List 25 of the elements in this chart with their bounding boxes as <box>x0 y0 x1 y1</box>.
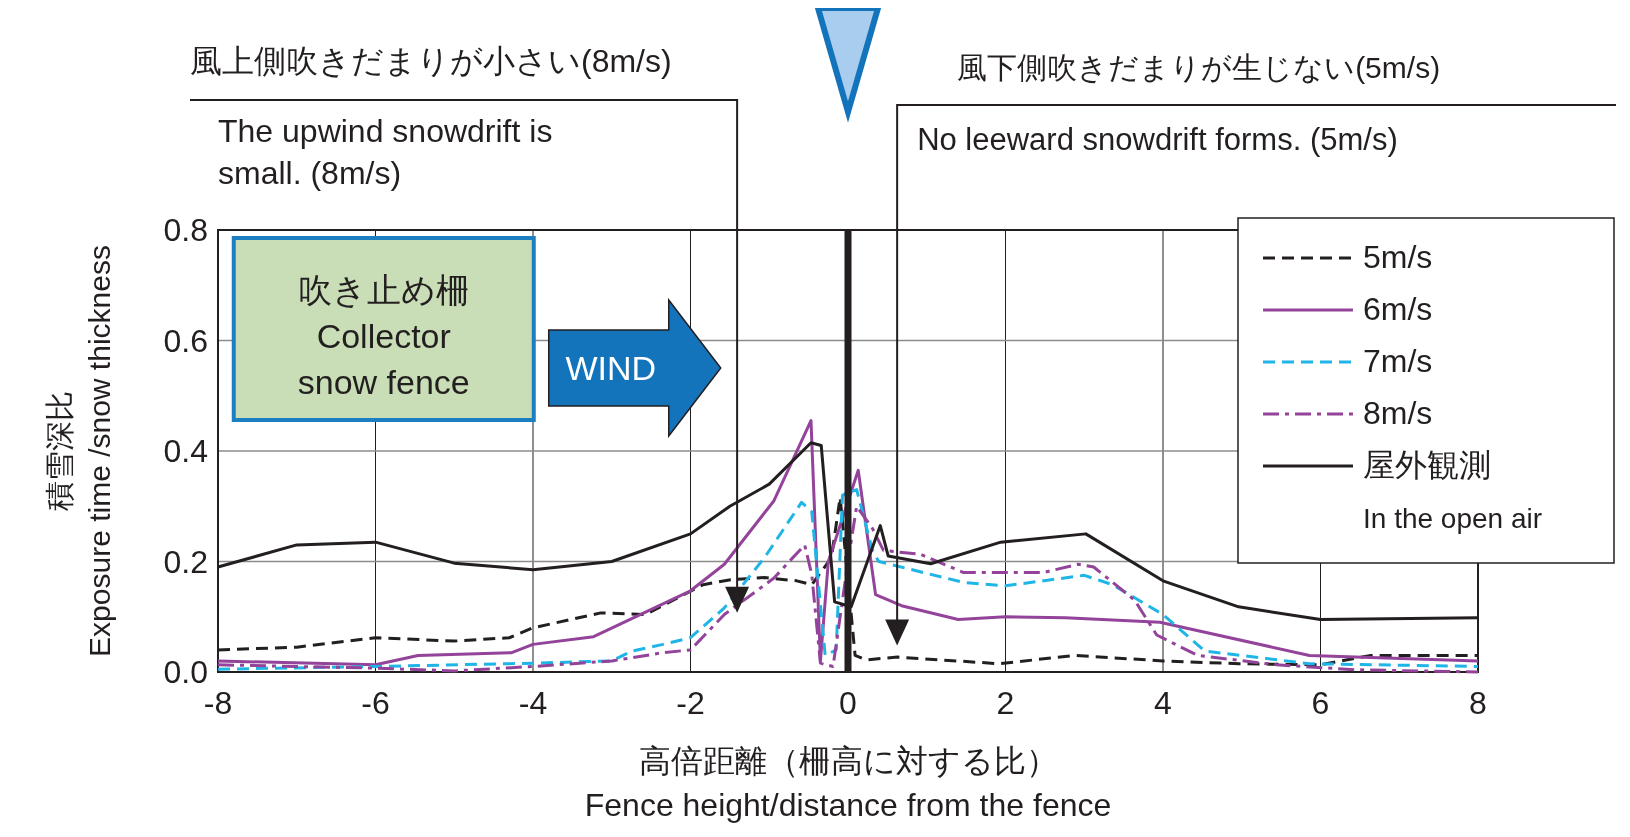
y-tick-label: 0.2 <box>163 543 208 580</box>
y-tick-label: 0.4 <box>163 433 208 469</box>
y-axis-title: 積雪深比 Exposure time /snow thickness <box>43 245 116 657</box>
x-tick-label: -6 <box>361 685 390 721</box>
text: No leeward snowdrift forms. (5m/s) <box>917 122 1398 157</box>
x-tick-label: 6 <box>1311 685 1330 721</box>
x-tick-label: 2 <box>996 685 1015 721</box>
x-axis-title: 高倍距離（柵高に対する比） Fence height/distance from the fence <box>584 743 1112 823</box>
text: The upwind snowdrift is small. (8m/s) <box>218 113 553 191</box>
legend-label: 5m/s <box>1363 239 1433 275</box>
legend-label: 7m/s <box>1363 343 1433 379</box>
x-tick-label: -2 <box>676 685 705 721</box>
legend-label: 6m/s <box>1363 291 1433 327</box>
annotation: 吹き止め柵 Collector snow fence <box>297 271 470 401</box>
text: 風上側吹きだまりが小さい(8m/s) <box>190 43 672 79</box>
x-tick-label: 4 <box>1154 685 1172 721</box>
text: 風下側吹きだまりが生じない(5m/s) <box>957 51 1441 84</box>
legend-label: 8m/s <box>1363 395 1433 431</box>
x-tick-label: -4 <box>518 685 548 721</box>
x-tick-label: 0 <box>839 685 857 721</box>
legend-label: 屋外観測 In the open air <box>1363 447 1543 534</box>
x-tick-label: 8 <box>1469 685 1487 721</box>
y-tick-label: 0.8 <box>163 212 208 248</box>
y-tick-label: 0.6 <box>163 322 208 359</box>
annotation: WIND <box>565 349 657 387</box>
